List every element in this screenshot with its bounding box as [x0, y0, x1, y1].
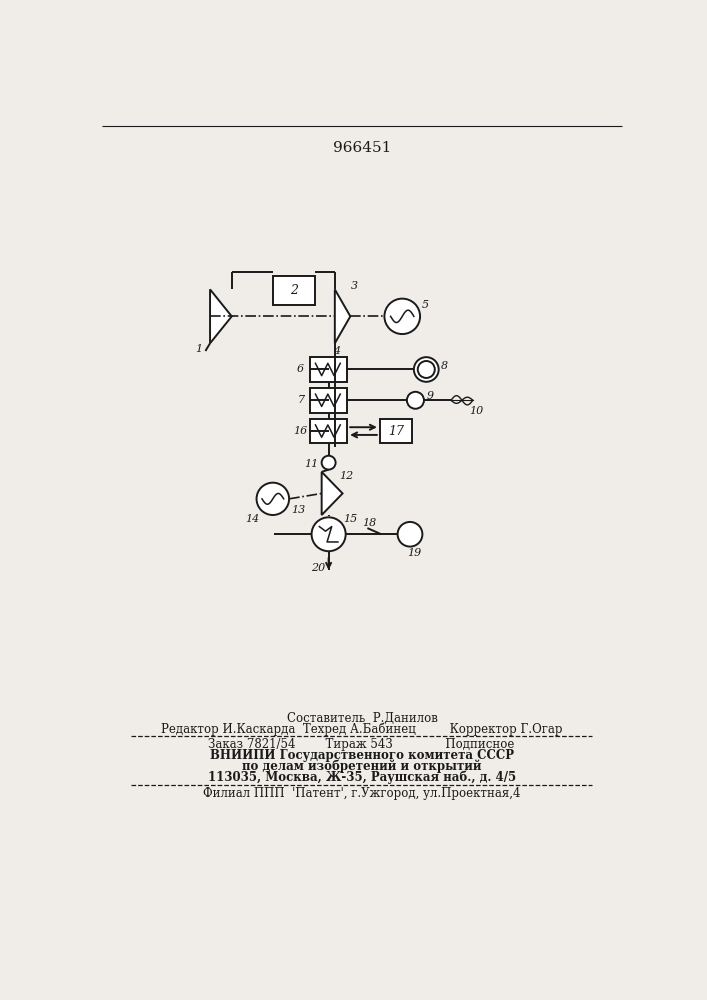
Text: 18: 18 [362, 518, 376, 528]
Text: Составитель  Р.Данилов: Составитель Р.Данилов [286, 712, 438, 725]
Circle shape [414, 357, 438, 382]
Text: 14: 14 [245, 514, 259, 524]
Text: 13: 13 [291, 505, 305, 515]
Bar [380, 419, 412, 443]
Polygon shape [322, 472, 343, 515]
Text: 19: 19 [407, 548, 421, 558]
Circle shape [385, 299, 420, 334]
Polygon shape [210, 289, 232, 343]
Text: 15: 15 [343, 514, 358, 524]
Circle shape [418, 361, 435, 378]
Text: 17: 17 [388, 425, 404, 438]
Text: 10: 10 [469, 406, 483, 416]
Text: по делам изобретений и открытий: по делам изобретений и открытий [243, 759, 481, 773]
Text: Заказ 7821/54        Тираж 543              Подписное: Заказ 7821/54 Тираж 543 Подписное [209, 738, 515, 751]
Text: 11: 11 [305, 459, 319, 469]
Bar [273, 276, 315, 305]
Text: 2: 2 [290, 284, 298, 297]
Circle shape [407, 392, 424, 409]
Circle shape [257, 483, 289, 515]
Text: 12: 12 [339, 471, 354, 481]
Circle shape [397, 522, 422, 547]
Text: Редактор И.Каскарда  Техред А.Бабинец         Корректор Г.Огар: Редактор И.Каскарда Техред А.Бабинец Кор… [161, 722, 563, 736]
Text: 5: 5 [422, 300, 429, 310]
Bar [310, 388, 347, 413]
Text: 6: 6 [297, 364, 304, 374]
Text: 16: 16 [293, 426, 307, 436]
Bar [310, 357, 347, 382]
Circle shape [322, 456, 336, 470]
Text: 3: 3 [351, 281, 358, 291]
Text: 966451: 966451 [333, 141, 391, 155]
Bar [310, 419, 347, 443]
Text: 4: 4 [333, 346, 340, 356]
Circle shape [312, 517, 346, 551]
Text: 1: 1 [196, 344, 203, 354]
Text: ВНИИПИ Государственного комитета СССР: ВНИИПИ Государственного комитета СССР [210, 749, 514, 762]
Text: 8: 8 [441, 361, 448, 371]
Text: Филиал ППП  'Патент', г.Ужгород, ул.Проектная,4: Филиал ППП 'Патент', г.Ужгород, ул.Проек… [203, 787, 520, 800]
Polygon shape [335, 289, 351, 343]
Text: 7: 7 [297, 395, 304, 405]
Text: 9: 9 [426, 391, 433, 401]
Text: 20: 20 [310, 563, 325, 573]
Text: 113035, Москва, Ж-35, Раушская наб., д. 4/5: 113035, Москва, Ж-35, Раушская наб., д. … [208, 770, 516, 784]
